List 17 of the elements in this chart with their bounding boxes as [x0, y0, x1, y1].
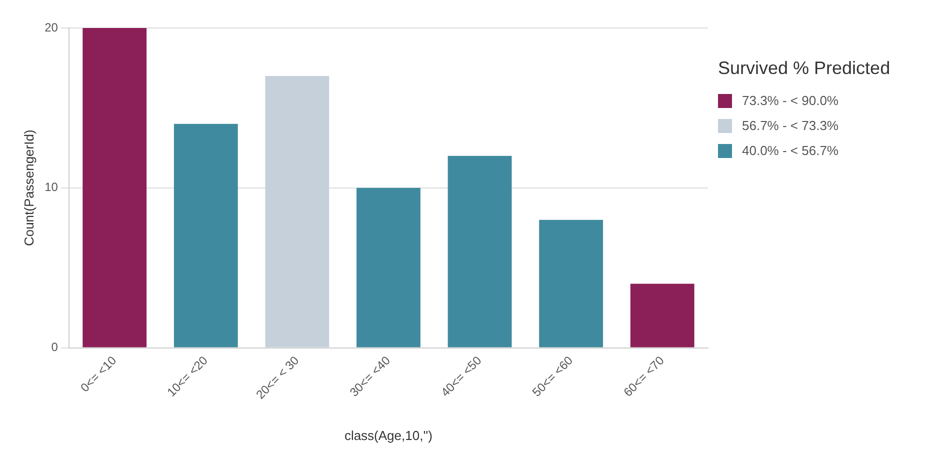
legend-label: 73.3% - < 90.0%: [742, 93, 838, 108]
legend-title: Survived % Predicted: [718, 58, 892, 79]
x-axis-title: class(Age,10,''): [344, 428, 433, 443]
y-tick-label: 10: [44, 180, 58, 194]
y-tick-label: 20: [44, 20, 58, 34]
bar: [265, 76, 330, 348]
bar: [630, 284, 694, 348]
bar: [448, 156, 512, 348]
x-tick-label: 0<= <10: [78, 353, 120, 395]
bar: [539, 220, 604, 348]
legend-label: 40.0% - < 56.7%: [742, 143, 838, 158]
bar: [82, 28, 147, 348]
bar: [356, 188, 420, 348]
legend-label: 56.7% - < 73.3%: [742, 118, 838, 133]
y-tick-label: 0: [51, 340, 58, 354]
y-axis-title: Count(PassengerId): [21, 130, 36, 246]
bar: [174, 124, 238, 348]
